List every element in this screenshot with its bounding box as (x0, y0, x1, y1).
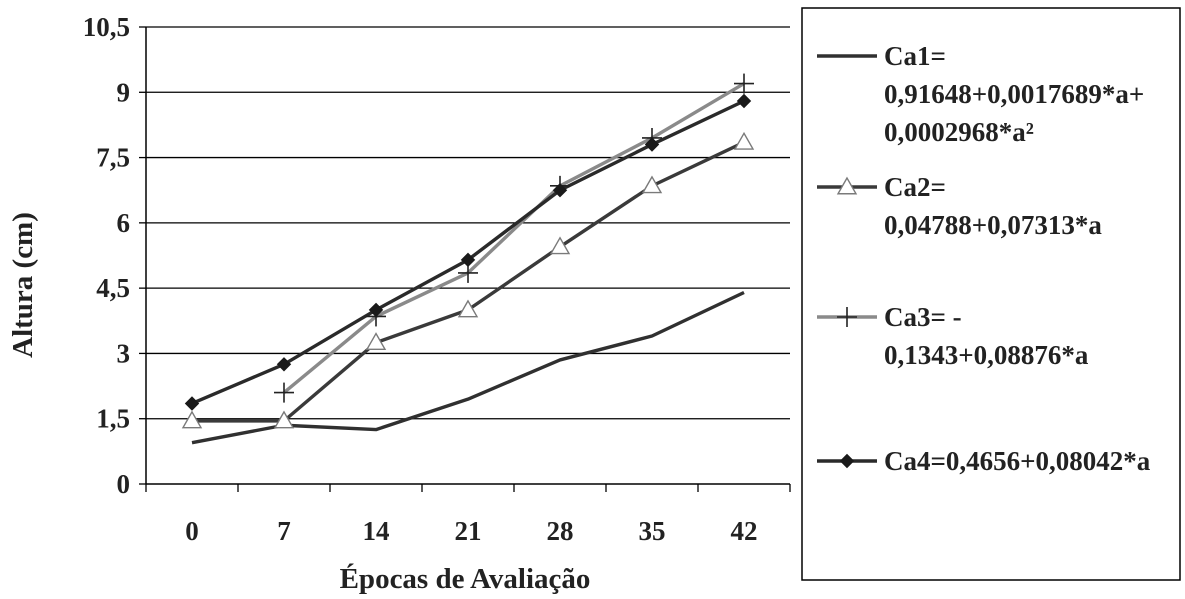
series-line-ca4 (191, 99, 745, 406)
triangle-marker (733, 131, 755, 150)
legend: Ca1= 0,91648+0,0017689*a+ 0,0002968*a² Ca2=… (817, 41, 1151, 476)
legend-item-ca1: Ca1= 0,91648+0,0017689*a+ 0,0002968*a² (817, 41, 1144, 147)
plus-marker (274, 382, 294, 403)
triangle-marker (365, 332, 387, 350)
x-tick-label: 42 (731, 516, 758, 546)
y-tick-label: 9 (117, 77, 131, 107)
legend-label: Ca3= - (884, 302, 962, 332)
diamond-marker (184, 396, 200, 411)
y-tick-label: 10,5 (83, 12, 130, 42)
legend-label: 0,04788+0,07313*a (884, 210, 1102, 240)
y-axis-title: Altura (cm) (7, 212, 39, 358)
diamond-marker (644, 137, 660, 152)
x-tick-label: 14 (363, 516, 390, 546)
diamond-marker (839, 453, 855, 469)
series-markers (181, 73, 755, 429)
diamond-marker (552, 183, 568, 198)
y-tick-label: 7,5 (96, 143, 130, 173)
plus-marker (734, 73, 754, 94)
y-tick-label: 1,5 (96, 404, 130, 434)
y-tick-label: 3 (117, 338, 131, 368)
x-tick-label: 35 (639, 516, 666, 546)
x-tick-label: 0 (185, 516, 199, 546)
x-axis-title: Épocas de Avaliação (340, 562, 591, 595)
legend-box (801, 7, 1181, 581)
gridlines (146, 26, 790, 420)
y-tick-label: 0 (117, 469, 131, 499)
y-tick-label: 6 (117, 208, 131, 238)
legend-label: Ca1= (884, 41, 946, 71)
diamond-marker (460, 252, 476, 268)
triangle-marker (836, 176, 858, 195)
y-tick-label: 4,5 (96, 273, 130, 303)
legend-item-ca2: Ca2= 0,04788+0,07313*a (817, 172, 1102, 240)
legend-label: Ca4=0,4656+0,08042*a (884, 446, 1151, 476)
diamond-marker (736, 93, 752, 109)
legend-item-ca3: Ca3= - 0,1343+0,08876*a (817, 302, 1089, 370)
legend-label: Ca2= (884, 172, 946, 202)
plus-marker (837, 307, 857, 327)
diamond-marker (368, 302, 384, 318)
x-tick-label: 21 (455, 516, 482, 546)
diamond-marker (276, 357, 292, 372)
axes (139, 26, 791, 492)
triangle-marker (641, 175, 663, 194)
tick-labels: 0 1,5 3 4,5 6 7,5 9 10,5 0 7 14 21 28 35 42 (83, 12, 758, 546)
triangle-marker (457, 299, 479, 318)
x-tick-label: 7 (277, 516, 291, 546)
triangle-marker (181, 410, 203, 429)
legend-label: 0,1343+0,08876*a (884, 340, 1089, 370)
legend-item-ca4: Ca4=0,4656+0,08042*a (817, 446, 1151, 476)
x-tick-label: 28 (547, 516, 574, 546)
triangle-marker (549, 236, 571, 255)
legend-label: 0,91648+0,0017689*a+ (884, 79, 1144, 109)
triangle-marker (273, 410, 295, 429)
legend-label: 0,0002968*a² (884, 117, 1034, 147)
series-line-ca3 (282, 82, 745, 394)
